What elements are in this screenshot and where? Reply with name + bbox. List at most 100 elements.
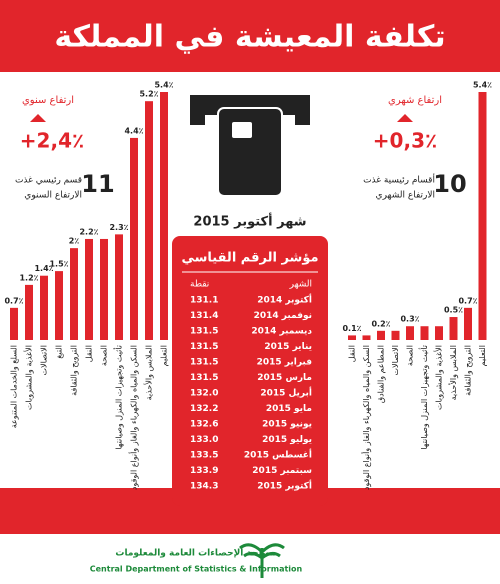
bar xyxy=(130,137,138,340)
category-label: الاتصالات xyxy=(391,345,400,375)
title: تكلفة المعيشة في المملكة xyxy=(54,20,445,55)
up-arrow xyxy=(30,114,46,122)
value-label: 0.7٪ xyxy=(4,296,23,305)
value-label: 0.3٪ xyxy=(400,315,419,324)
category-label: الملابس والأحذية xyxy=(448,345,458,400)
annual-count: 11 xyxy=(81,170,114,198)
table-value: 132.6 xyxy=(190,420,218,430)
category-label: السكن والمياه والكهرباء والغاز وأنواع ال… xyxy=(129,345,139,490)
bar xyxy=(449,317,458,340)
value-label: 1.5٪ xyxy=(49,260,68,269)
table-panel xyxy=(172,236,328,506)
value-label: 2.2٪ xyxy=(79,227,98,236)
logo xyxy=(239,543,285,578)
bar xyxy=(160,92,168,340)
bar xyxy=(362,335,371,340)
bar xyxy=(145,101,153,341)
annual-line2: الارتفاع السنوي xyxy=(24,191,82,201)
value-label: 1.2٪ xyxy=(19,273,38,282)
bar xyxy=(115,234,123,340)
period: شهر أكتوبر 2015 xyxy=(193,213,306,230)
table-month: نوفمبر 2014 xyxy=(254,311,312,321)
bar xyxy=(10,307,18,340)
category-label: السلع والخدمات المتنوعة xyxy=(10,345,19,428)
table-value: 131.5 xyxy=(190,358,218,368)
bar xyxy=(348,335,356,340)
value-label: 0.2٪ xyxy=(371,319,390,328)
value-label: 2٪ xyxy=(69,237,80,246)
category-label: الملابس والأحذية xyxy=(144,345,154,400)
header-band xyxy=(0,0,500,72)
value-label: 4.4٪ xyxy=(124,126,143,135)
bar xyxy=(100,238,108,340)
category-label: الترويح والثقافة xyxy=(464,345,473,396)
category-label: الصحة xyxy=(100,345,109,366)
value-label: 5.2٪ xyxy=(139,90,158,99)
table-value: 133.5 xyxy=(190,451,218,461)
monthly-line2: الارتفاع الشهري xyxy=(376,191,435,201)
category-label: النقل xyxy=(348,345,357,362)
table-value: 132.2 xyxy=(190,404,218,414)
table-month: سبتمبر 2015 xyxy=(252,466,312,476)
bar xyxy=(55,271,63,340)
table-value: 133.9 xyxy=(190,466,218,476)
category-label: التبغ xyxy=(55,345,64,359)
table-value: 131.5 xyxy=(190,327,218,337)
value-label: 0.7٪ xyxy=(458,296,477,305)
table-month: مارس 2015 xyxy=(257,373,312,383)
category-label: التعليم xyxy=(478,345,487,366)
category-label: الاتصالات xyxy=(40,345,49,375)
bar xyxy=(420,326,429,340)
bar xyxy=(478,92,487,340)
column-header: الشهر xyxy=(289,280,312,290)
table-value: 131.5 xyxy=(190,342,218,352)
category-label: الترويح والثقافة xyxy=(70,345,79,396)
value-label: 5.4٪ xyxy=(473,81,492,90)
value-label: 1.4٪ xyxy=(34,264,53,273)
annual-label: ارتفاع سنوي xyxy=(22,95,74,106)
bar xyxy=(391,330,400,340)
category-label: تأثيث وتجهيزات المنزل وصيانتها xyxy=(418,345,429,450)
table-month: مايو 2015 xyxy=(266,404,312,414)
up-arrow xyxy=(397,114,413,122)
footer-arabic: مصلحة الإحصاءات العامة والمعلومات xyxy=(115,549,276,559)
table-month: فبراير 2015 xyxy=(257,358,313,368)
footer-english: Central Department of Statistics & Infor… xyxy=(90,565,303,574)
table-value: 131.4 xyxy=(190,311,218,321)
table-value: 131.1 xyxy=(190,296,218,306)
value-label: 5.4٪ xyxy=(154,81,173,90)
table-title: مؤشر الرقم القياسي xyxy=(181,251,318,266)
category-label: السكن والمياه والكهرباء والغاز وأنواع ال… xyxy=(361,345,371,490)
bar xyxy=(406,326,414,340)
table-month: أكتوبر 2015 xyxy=(257,480,312,492)
category-label: المطاعم والفنادق xyxy=(377,345,386,403)
bar xyxy=(70,248,78,340)
monthly-change: +0,3٪ xyxy=(373,129,437,153)
bar xyxy=(435,326,443,340)
category-label: الأغذية والمشروبات xyxy=(24,345,34,410)
monthly-count: 10 xyxy=(433,170,466,198)
category-label: الأغذية والمشروبات xyxy=(434,345,444,410)
table-value: 134.3 xyxy=(190,482,218,492)
table-month: أبريل 2015 xyxy=(260,387,312,399)
table-value: 131.5 xyxy=(190,373,218,383)
monthly-line1: أقسام رئيسية غذت xyxy=(363,174,435,186)
bar xyxy=(25,284,33,340)
table-month: ديسمبر 2014 xyxy=(251,327,312,337)
table-month: يناير 2015 xyxy=(264,342,312,352)
value-label: 0.1٪ xyxy=(342,324,361,333)
card-icon xyxy=(190,95,310,197)
category-label: الصحة xyxy=(406,345,415,366)
monthly-label: ارتفاع شهري xyxy=(388,95,442,106)
bar xyxy=(377,330,385,340)
bar xyxy=(85,238,93,340)
value-label: 0.5٪ xyxy=(444,306,463,315)
category-label: تأثيث وتجهيزات المنزل وصيانتها xyxy=(113,345,124,450)
value-label: 2.3٪ xyxy=(109,223,128,232)
annual-change: +2,4٪ xyxy=(20,129,84,153)
table-month: يوليو 2015 xyxy=(262,435,312,445)
bar xyxy=(40,275,48,340)
category-label: التعليم xyxy=(160,345,169,366)
table-month: أكتوبر 2014 xyxy=(257,294,312,306)
